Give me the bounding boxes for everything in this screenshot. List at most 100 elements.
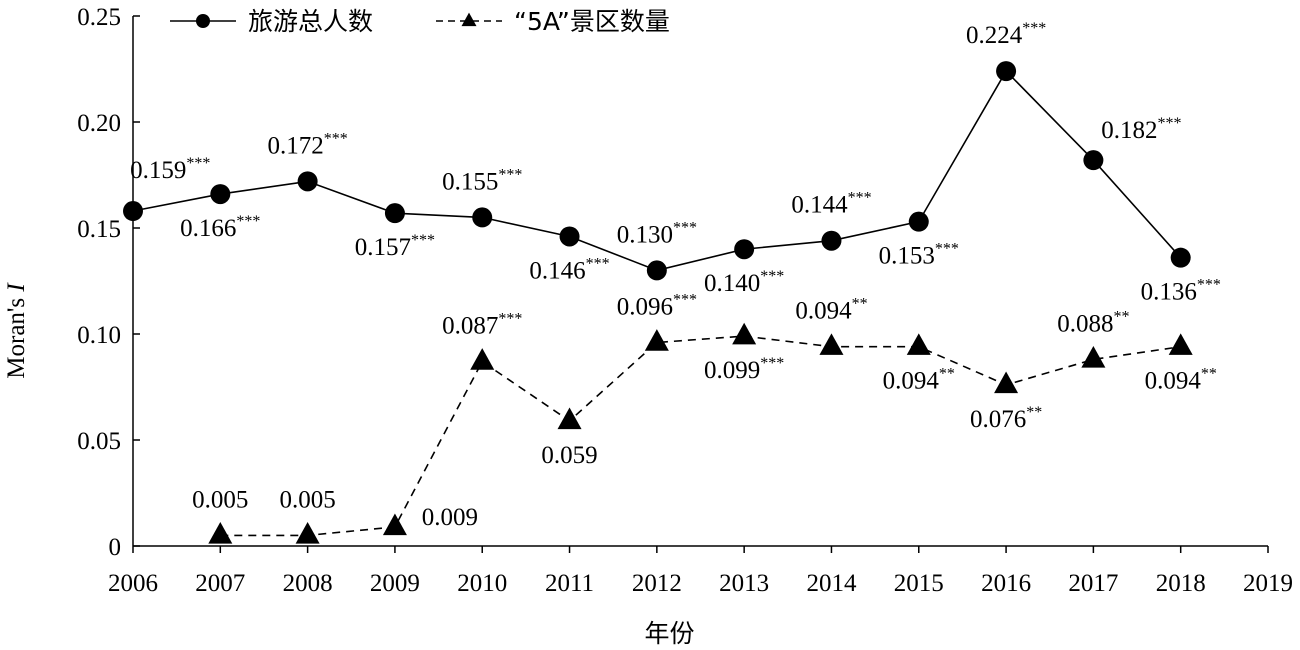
data-label-value: 0.172 [267, 132, 323, 159]
data-label: 0.153*** [879, 241, 959, 270]
series-1-point [210, 184, 231, 205]
series-1-point [559, 226, 580, 247]
data-label-value: 0.155 [442, 168, 498, 195]
y-axis-title-text: Moran's [3, 292, 30, 379]
significance-stars: *** [848, 190, 872, 207]
data-label-value: 0.130 [617, 221, 673, 248]
series-1-point [297, 171, 318, 192]
x-tick-label: 2019 [1243, 570, 1293, 597]
data-label-value: 0.136 [1141, 279, 1197, 306]
significance-stars: *** [411, 232, 435, 249]
x-tick-label: 2015 [894, 570, 944, 597]
data-label-value: 0.140 [704, 270, 760, 297]
x-tick-label: 2012 [632, 570, 682, 597]
x-tick-label: 2018 [1156, 570, 1206, 597]
data-label-value: 0.153 [879, 243, 935, 270]
data-label: 0.159*** [130, 155, 210, 184]
significance-stars: *** [1158, 115, 1182, 132]
data-label: 0.076** [970, 404, 1042, 433]
significance-stars: ** [1201, 366, 1217, 383]
data-label: 0.155*** [442, 166, 522, 195]
data-label-value: 0.157 [355, 234, 411, 261]
legend-label-1: 旅游总人数 [248, 7, 373, 36]
data-label-value: 0.094 [795, 298, 852, 325]
series-2-point [732, 322, 757, 345]
data-label-value: 0.166 [180, 215, 236, 242]
y-tick-label: 0.10 [77, 322, 121, 349]
data-label: 0.144*** [791, 190, 871, 219]
series-2-point [470, 348, 495, 370]
data-label: 0.087*** [442, 311, 522, 340]
significance-stars: ** [939, 366, 955, 383]
data-label: 0.059 [541, 442, 597, 469]
legend: 旅游总人数 “5A”景区数量 [170, 7, 670, 36]
significance-stars: *** [498, 166, 522, 183]
data-label: 0.224*** [966, 20, 1046, 49]
y-axis-title: Moran's I [3, 282, 30, 379]
x-tick-label: 2011 [545, 570, 594, 597]
y-tick-label: 0.05 [77, 428, 121, 455]
data-label-value: 0.005 [279, 486, 335, 513]
data-label: 0.136*** [1141, 277, 1221, 306]
x-tick-label: 2014 [806, 570, 857, 597]
x-tick-label: 2016 [981, 570, 1031, 597]
axes: 0 0.05 0.10 0.15 0.20 0.25 2006 2007 2008 2009 201… [77, 4, 1293, 597]
series-2-point [557, 407, 582, 430]
data-label-value: 0.087 [442, 313, 498, 340]
series-2-point [295, 522, 320, 544]
data-label: 0.130*** [617, 219, 697, 248]
data-label-value: 0.099 [704, 357, 760, 384]
series-2-point [382, 513, 407, 536]
y-tick-label: 0 [109, 534, 122, 561]
x-tick-label: 2013 [719, 570, 769, 597]
significance-stars: *** [186, 155, 210, 172]
data-label: 0.009 [422, 504, 478, 531]
series-2-point [1081, 346, 1106, 368]
series-2-point [644, 329, 669, 351]
legend-marker-2 [461, 12, 477, 27]
significance-stars: *** [935, 241, 959, 258]
significance-stars: *** [324, 130, 348, 147]
series-1-point [996, 61, 1017, 82]
significance-stars: ** [1114, 308, 1130, 325]
series-1-point [908, 211, 929, 232]
data-label: 0.146*** [529, 255, 609, 284]
series-1-point [1170, 247, 1191, 268]
series-1-point [821, 230, 842, 251]
series-line-2 [220, 335, 1181, 537]
data-label: 0.094** [1145, 366, 1217, 395]
series-1-point [646, 260, 667, 281]
data-label-value: 0.144 [791, 192, 848, 219]
data-label: 0.005 [279, 486, 335, 513]
series-1-point [384, 203, 405, 224]
data-label-value: 0.088 [1057, 310, 1113, 337]
significance-stars: ** [1026, 404, 1042, 421]
series-2-point [994, 371, 1019, 394]
data-label: 0.005 [192, 486, 248, 513]
data-label: 0.099*** [704, 355, 784, 384]
significance-stars: *** [1197, 277, 1221, 294]
x-axis-title: 年份 [644, 620, 694, 648]
data-label: 0.166*** [180, 213, 260, 242]
x-tick-label: 2008 [283, 570, 333, 597]
x-tick-label: 2009 [370, 570, 420, 597]
y-tick-label: 0.15 [77, 216, 121, 243]
data-label-value: 0.224 [966, 22, 1023, 49]
series-2-point [208, 522, 233, 544]
y-tick-label: 0.20 [77, 110, 121, 137]
data-label-value: 0.146 [529, 257, 585, 284]
legend-label-2: “5A”景区数量 [514, 7, 670, 36]
data-label-value: 0.076 [970, 406, 1026, 433]
significance-stars: *** [673, 219, 697, 236]
data-label: 0.157*** [355, 232, 435, 261]
data-label: 0.140*** [704, 268, 784, 297]
significance-stars: *** [586, 255, 610, 272]
series-2-point [1168, 333, 1193, 355]
data-labels: 0.159***0.166***0.172***0.157***0.155***… [130, 20, 1221, 531]
data-label-value: 0.094 [1145, 368, 1202, 395]
significance-stars: *** [760, 268, 784, 285]
x-tick-label: 2006 [108, 570, 158, 597]
series-1-point [472, 207, 493, 228]
series-1-point [734, 239, 755, 260]
significance-stars: ** [852, 296, 868, 313]
